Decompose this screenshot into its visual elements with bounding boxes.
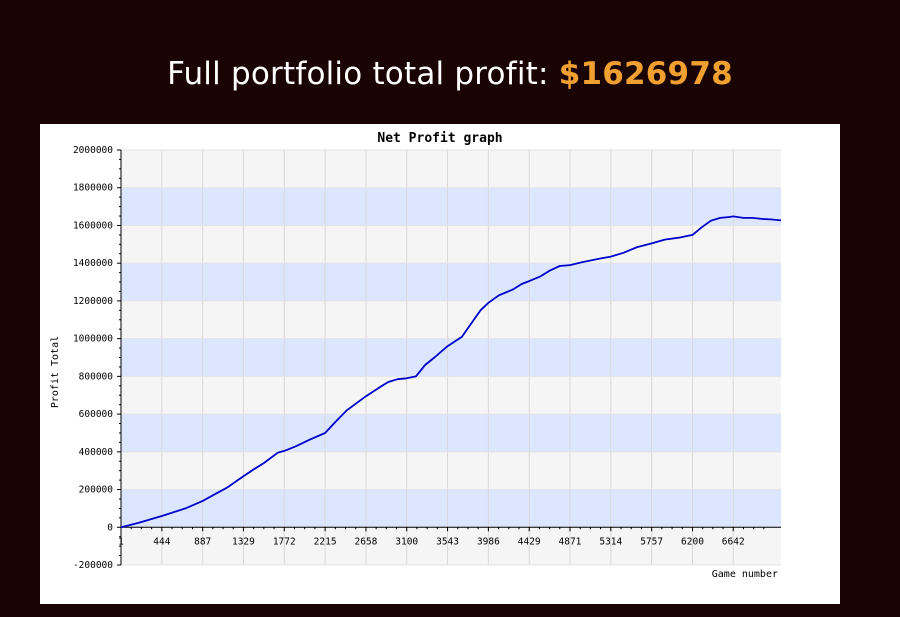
y-tick-label: 0 — [107, 522, 113, 533]
plot-band — [121, 187, 781, 226]
plot-band — [121, 414, 781, 452]
y-tick-label: 1000000 — [73, 334, 113, 345]
profit-series-line — [120, 215, 782, 529]
x-tick-label: 1772 — [273, 536, 296, 547]
x-tick-label: 2658 — [355, 536, 378, 547]
x-tick-label: 3986 — [477, 536, 500, 547]
plot-band — [121, 376, 781, 415]
chart-panel: -200000 0 200000 400000 600000 800000 1000000 1… — [40, 124, 840, 604]
chart-title: Net Profit graph — [377, 131, 502, 146]
plot-band — [121, 225, 781, 264]
x-tick-label: 6642 — [722, 536, 745, 547]
y-tick-label: 1400000 — [73, 258, 113, 269]
x-tick-label: 4871 — [559, 536, 582, 547]
plot-band — [121, 263, 781, 301]
y-tick-label: 400000 — [79, 447, 114, 458]
plot-band — [121, 527, 781, 565]
y-tick-label: 200000 — [79, 485, 114, 496]
y-tick-label: 1200000 — [73, 296, 113, 307]
plot-band — [121, 451, 781, 490]
x-tick-label: 2215 — [314, 536, 337, 547]
x-tick-label: 444 — [153, 536, 170, 547]
x-tick-label: 4429 — [518, 536, 541, 547]
x-tick-label: 3543 — [436, 536, 459, 547]
plot-band — [121, 489, 781, 528]
x-tick-label: 6200 — [681, 536, 704, 547]
x-tick-label: 1329 — [232, 536, 255, 547]
portfolio-profit-headline: Full portfolio total profit: $1626978 — [0, 56, 900, 92]
x-tick-label: 5314 — [599, 536, 622, 547]
y-tick-label: -200000 — [73, 560, 113, 571]
x-tick-label: 1 — [118, 536, 124, 547]
y-axis-label: Profit Total — [50, 336, 61, 408]
x-tick-label: 887 — [194, 536, 211, 547]
x-axis-label: Game number — [712, 569, 778, 580]
y-tick-label: 1600000 — [73, 220, 113, 231]
plot-band — [121, 150, 781, 188]
y-tick-label: 1800000 — [73, 183, 113, 194]
y-tick-label: 2000000 — [73, 145, 113, 156]
total-profit-value: $1626978 — [558, 56, 733, 92]
y-tick-label: 600000 — [79, 409, 114, 420]
x-tick-label: 3100 — [395, 536, 418, 547]
plot-band — [121, 300, 781, 339]
net-profit-chart: -200000 0 200000 400000 600000 800000 1000000 1… — [50, 131, 782, 580]
headline-label: Full portfolio total profit: — [167, 56, 549, 92]
x-tick-label: 5757 — [640, 536, 663, 547]
y-tick-label: 800000 — [79, 371, 114, 382]
